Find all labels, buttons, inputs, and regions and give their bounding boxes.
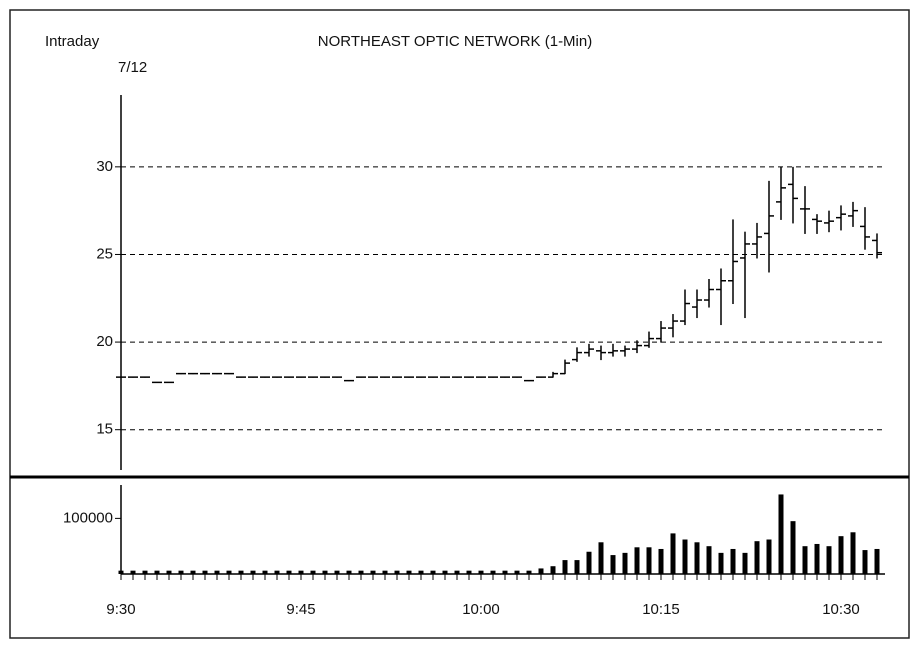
volume-bar [502, 570, 508, 574]
intraday-label: Intraday [45, 33, 100, 50]
volume-bar [730, 548, 736, 574]
volume-bar [670, 533, 676, 574]
volume-bar [454, 570, 460, 574]
x-tick-label: 9:45 [286, 601, 315, 618]
volume-bar [142, 570, 148, 574]
volume-bar [250, 570, 256, 574]
volume-bar [442, 570, 448, 574]
y-tick-label: 25 [96, 245, 113, 262]
volume-bar [310, 570, 316, 574]
x-tick-label: 10:30 [822, 601, 860, 618]
frame [9, 9, 910, 639]
volume-bar [742, 552, 748, 574]
y-tick-label: 15 [96, 421, 113, 438]
volume-bar [202, 570, 208, 574]
volume-bar [214, 570, 220, 574]
volume-bar [634, 547, 640, 574]
volume-bar [430, 570, 436, 574]
volume-bar [850, 532, 856, 574]
volume-bar [826, 546, 832, 574]
y-tick-label: 100000 [63, 509, 113, 526]
volume-bar [646, 547, 652, 574]
date-label: 7/12 [118, 59, 147, 76]
volume-bar [550, 566, 556, 574]
volume-bar [358, 570, 364, 574]
volume-bar [166, 570, 172, 574]
volume-bar [766, 539, 772, 574]
volume-bar [586, 551, 592, 574]
volume-bar [322, 570, 328, 574]
volume-bar [526, 570, 532, 574]
volume-bar [478, 570, 484, 574]
volume-bar [262, 570, 268, 574]
volume-bar [538, 568, 544, 574]
volume-bar [178, 570, 184, 574]
volume-bar [802, 546, 808, 574]
volume-bar [130, 570, 136, 574]
volume-bar [682, 539, 688, 574]
volume-bar [718, 552, 724, 574]
volume-bar [790, 521, 796, 574]
volume-bar [778, 494, 784, 574]
y-tick-label: 20 [96, 333, 113, 350]
volume-bar [118, 570, 124, 574]
volume-bar [394, 570, 400, 574]
volume-bar [562, 560, 568, 574]
volume-bar [490, 570, 496, 574]
volume-bar [694, 542, 700, 574]
volume-bar [466, 570, 472, 574]
volume-bar [382, 570, 388, 574]
volume-bar [610, 555, 616, 574]
volume-bar [814, 543, 820, 574]
volume-bar [190, 570, 196, 574]
x-tick-label: 9:30 [106, 601, 135, 618]
chart-title: NORTHEAST OPTIC NETWORK (1-Min) [318, 33, 592, 50]
volume-bar [862, 550, 868, 574]
volume-bar [298, 570, 304, 574]
volume-bar [874, 548, 880, 574]
volume-bar [334, 570, 340, 574]
volume-bar [370, 570, 376, 574]
y-tick-label: 30 [96, 158, 113, 175]
volume-bar [622, 552, 628, 574]
volume-bar [226, 570, 232, 574]
volume-bar [274, 570, 280, 574]
x-tick-label: 10:15 [642, 601, 680, 618]
volume-bar [574, 560, 580, 574]
volume-bar [838, 536, 844, 574]
volume-bar [514, 570, 520, 574]
volume-bar [346, 570, 352, 574]
volume-bar [286, 570, 292, 574]
volume-bar [658, 548, 664, 574]
volume-bar [598, 542, 604, 574]
x-tick-label: 10:00 [462, 601, 500, 618]
volume-bar [706, 546, 712, 574]
volume-bar [406, 570, 412, 574]
volume-bar [154, 570, 160, 574]
volume-bar [418, 570, 424, 574]
volume-bar [754, 541, 760, 574]
volume-bar [238, 570, 244, 574]
